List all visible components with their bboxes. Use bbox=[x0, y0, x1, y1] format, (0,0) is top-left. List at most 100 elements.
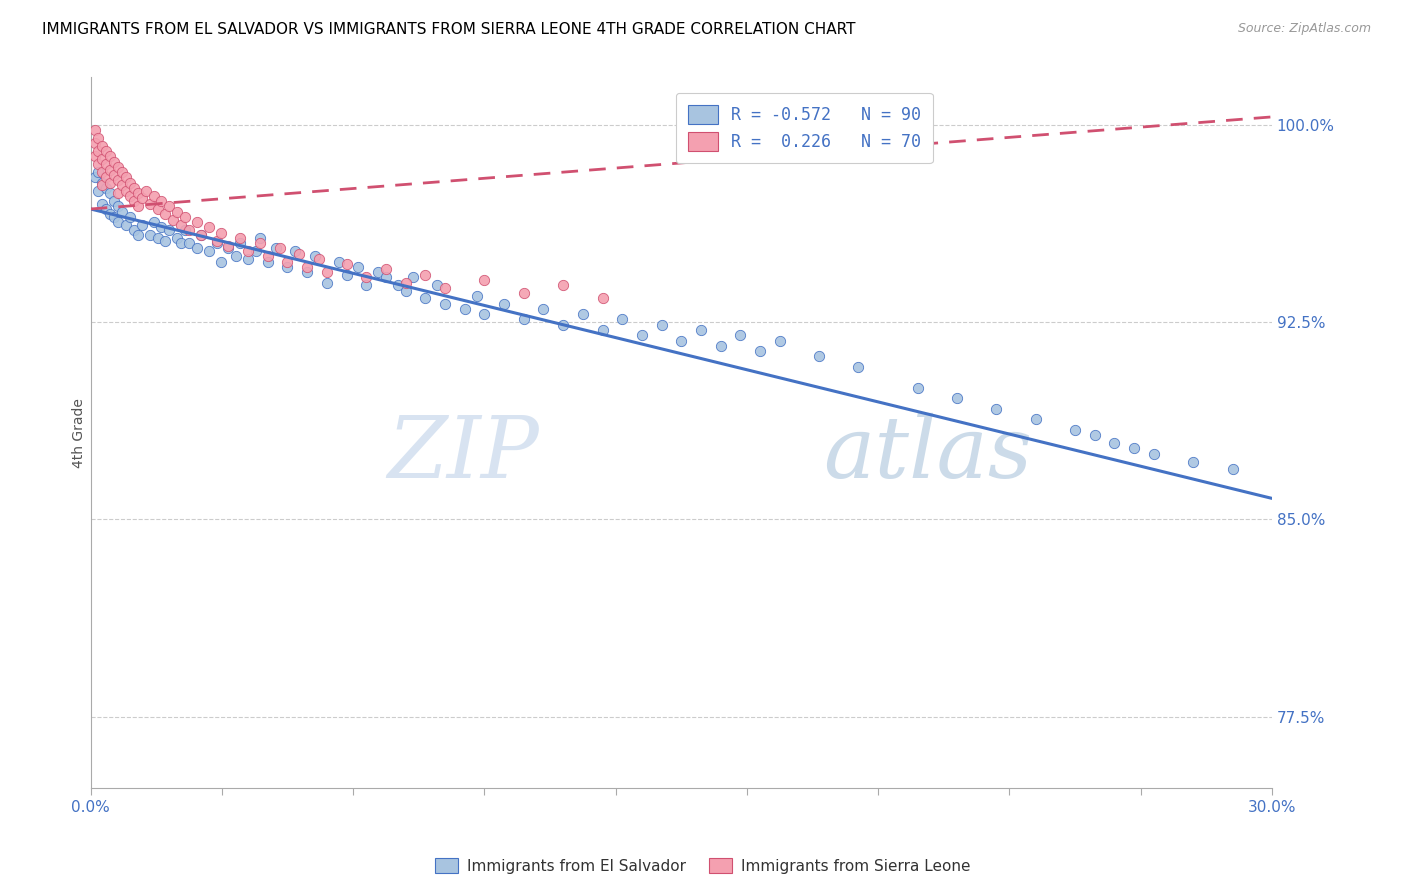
Point bbox=[91, 178, 114, 193]
Point bbox=[98, 162, 121, 177]
Point bbox=[1123, 442, 1146, 456]
Point bbox=[96, 181, 118, 195]
Point bbox=[111, 165, 134, 179]
Point bbox=[107, 199, 129, 213]
Point bbox=[690, 323, 713, 337]
Point bbox=[96, 202, 118, 216]
Point bbox=[256, 249, 278, 263]
Point bbox=[256, 254, 278, 268]
Point bbox=[107, 160, 129, 174]
Point bbox=[631, 328, 654, 343]
Point bbox=[91, 138, 114, 153]
Legend: Immigrants from El Salvador, Immigrants from Sierra Leone: Immigrants from El Salvador, Immigrants … bbox=[429, 852, 977, 880]
Point bbox=[295, 265, 318, 279]
Point bbox=[96, 157, 118, 171]
Point bbox=[229, 236, 252, 251]
Legend: R = -0.572   N = 90, R =  0.226   N = 70: R = -0.572 N = 90, R = 0.226 N = 70 bbox=[676, 93, 932, 163]
Point bbox=[907, 381, 929, 395]
Point bbox=[651, 318, 673, 332]
Point bbox=[107, 186, 129, 201]
Point bbox=[465, 289, 488, 303]
Point bbox=[96, 170, 118, 185]
Point bbox=[91, 165, 114, 179]
Point bbox=[413, 292, 436, 306]
Point bbox=[308, 252, 330, 266]
Point bbox=[127, 199, 149, 213]
Point bbox=[96, 144, 118, 158]
Point bbox=[592, 292, 614, 306]
Point bbox=[315, 276, 337, 290]
Point bbox=[513, 286, 536, 301]
Point bbox=[127, 228, 149, 243]
Point bbox=[177, 223, 200, 237]
Point bbox=[354, 278, 377, 293]
Point bbox=[87, 165, 110, 179]
Point bbox=[157, 199, 180, 213]
Point bbox=[83, 170, 105, 185]
Point bbox=[572, 307, 595, 321]
Point bbox=[103, 168, 125, 182]
Point bbox=[135, 184, 157, 198]
Point bbox=[454, 301, 477, 316]
Point bbox=[83, 123, 105, 137]
Point bbox=[118, 189, 141, 203]
Text: atlas: atlas bbox=[823, 413, 1032, 495]
Point bbox=[111, 204, 134, 219]
Point bbox=[426, 278, 449, 293]
Point bbox=[103, 210, 125, 224]
Point bbox=[91, 176, 114, 190]
Point bbox=[245, 244, 267, 258]
Point bbox=[155, 207, 177, 221]
Point bbox=[730, 328, 752, 343]
Point bbox=[170, 218, 193, 232]
Point bbox=[174, 210, 197, 224]
Point bbox=[217, 239, 239, 253]
Point bbox=[111, 178, 134, 193]
Point bbox=[150, 220, 173, 235]
Point bbox=[592, 323, 614, 337]
Point bbox=[98, 149, 121, 163]
Point bbox=[533, 301, 555, 316]
Point bbox=[209, 254, 232, 268]
Point bbox=[434, 281, 457, 295]
Point bbox=[295, 260, 318, 274]
Point bbox=[115, 218, 138, 232]
Point bbox=[91, 152, 114, 166]
Point bbox=[1143, 447, 1166, 461]
Point bbox=[98, 176, 121, 190]
Point bbox=[166, 231, 188, 245]
Point bbox=[269, 242, 291, 256]
Point bbox=[155, 234, 177, 248]
Point bbox=[474, 273, 496, 287]
Point bbox=[276, 254, 298, 268]
Point bbox=[138, 196, 160, 211]
Point bbox=[347, 260, 370, 274]
Point bbox=[190, 228, 212, 243]
Point bbox=[249, 231, 271, 245]
Point bbox=[98, 207, 121, 221]
Point bbox=[170, 236, 193, 251]
Point bbox=[374, 262, 396, 277]
Point bbox=[197, 220, 219, 235]
Point bbox=[284, 244, 307, 258]
Point bbox=[186, 215, 208, 229]
Point bbox=[103, 154, 125, 169]
Point bbox=[107, 215, 129, 229]
Point bbox=[103, 194, 125, 208]
Point bbox=[142, 215, 165, 229]
Point bbox=[122, 181, 145, 195]
Point bbox=[513, 312, 536, 326]
Point bbox=[1222, 462, 1244, 476]
Point bbox=[236, 244, 259, 258]
Point bbox=[671, 334, 693, 348]
Point bbox=[236, 252, 259, 266]
Point bbox=[249, 236, 271, 251]
Point bbox=[118, 176, 141, 190]
Point bbox=[150, 194, 173, 208]
Point bbox=[122, 223, 145, 237]
Point bbox=[367, 265, 389, 279]
Point bbox=[122, 194, 145, 208]
Point bbox=[209, 226, 232, 240]
Point bbox=[131, 218, 153, 232]
Point bbox=[98, 186, 121, 201]
